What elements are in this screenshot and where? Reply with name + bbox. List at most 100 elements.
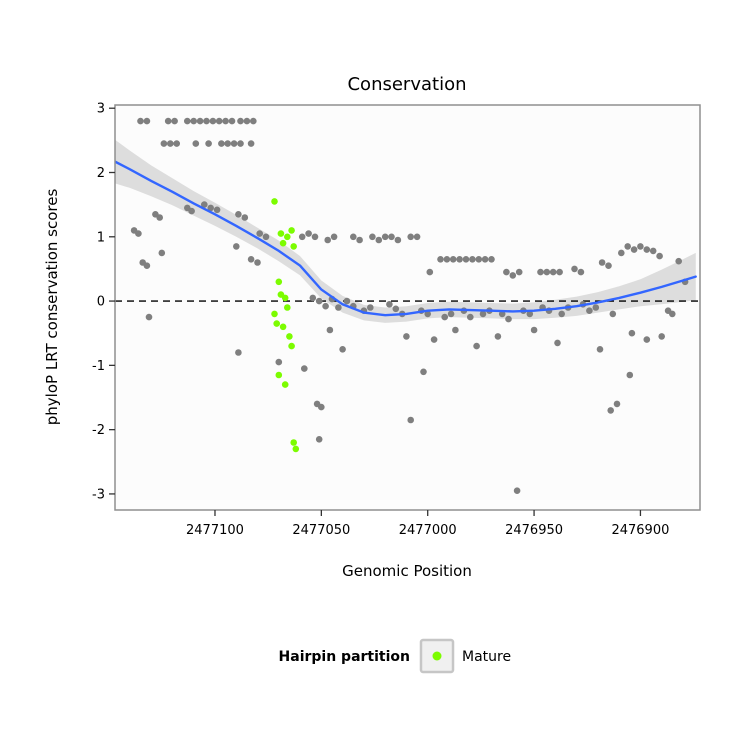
data-point bbox=[160, 140, 168, 147]
legend: Hairpin partition Mature bbox=[279, 638, 511, 674]
data-point bbox=[326, 326, 334, 334]
data-point bbox=[301, 365, 308, 372]
data-point bbox=[469, 255, 476, 263]
data-point bbox=[592, 304, 600, 311]
data-point bbox=[145, 313, 153, 321]
data-point bbox=[137, 117, 144, 125]
data-point bbox=[530, 326, 538, 334]
data-point bbox=[381, 233, 389, 241]
data-point bbox=[288, 227, 295, 234]
data-point bbox=[275, 371, 283, 379]
data-point bbox=[203, 117, 210, 125]
data-point bbox=[247, 255, 255, 263]
data-point bbox=[658, 333, 665, 340]
data-point bbox=[392, 305, 400, 313]
data-point bbox=[350, 233, 357, 241]
data-point bbox=[311, 233, 319, 241]
data-point bbox=[479, 310, 487, 318]
x-tick-label: 2477100 bbox=[186, 523, 244, 538]
data-point bbox=[205, 140, 212, 147]
smooth-trend-line bbox=[115, 160, 697, 317]
y-tick-label: -2 bbox=[92, 423, 105, 438]
data-point bbox=[335, 304, 342, 311]
data-point bbox=[143, 262, 151, 270]
data-point bbox=[243, 117, 251, 125]
data-point bbox=[613, 400, 621, 408]
y-tick-label: 3 bbox=[97, 102, 105, 117]
data-point bbox=[643, 336, 651, 343]
data-point bbox=[549, 268, 557, 276]
data-point bbox=[367, 304, 374, 311]
data-point bbox=[630, 246, 638, 253]
data-point bbox=[322, 302, 329, 310]
data-point bbox=[156, 214, 163, 221]
data-point bbox=[143, 117, 151, 125]
data-point bbox=[475, 255, 483, 263]
data-point bbox=[254, 259, 261, 266]
data-point bbox=[207, 204, 214, 212]
legend-title: Hairpin partition bbox=[279, 649, 410, 665]
panel-content bbox=[115, 117, 700, 495]
legend-mature-dot-icon bbox=[432, 651, 442, 661]
plot-panel bbox=[115, 105, 700, 510]
y-tick-label: 2 bbox=[97, 166, 105, 181]
data-point bbox=[218, 140, 225, 147]
data-point bbox=[171, 117, 178, 125]
data-point bbox=[675, 257, 682, 265]
data-point bbox=[256, 230, 264, 237]
data-point bbox=[513, 487, 521, 495]
data-point bbox=[281, 294, 289, 302]
data-point bbox=[403, 333, 410, 340]
x-tick-label: 2477000 bbox=[399, 523, 457, 538]
data-point bbox=[626, 371, 634, 379]
data-point bbox=[447, 310, 455, 318]
data-point bbox=[224, 140, 231, 147]
data-point bbox=[305, 230, 312, 237]
data-point bbox=[279, 323, 287, 331]
data-point bbox=[624, 243, 631, 250]
scatter-layer-mature bbox=[271, 198, 300, 453]
data-point bbox=[330, 233, 338, 241]
chart-layers: 2477100 2477050 2477000 2476950 2476900 3 2 1 0 -… bbox=[92, 102, 701, 538]
data-point bbox=[315, 297, 323, 305]
y-tick-label: 1 bbox=[97, 230, 105, 245]
data-point bbox=[237, 140, 244, 147]
data-point bbox=[284, 233, 291, 241]
panel-border bbox=[114, 104, 701, 511]
x-tick-label: 2477050 bbox=[292, 523, 350, 538]
scatter-layer-background bbox=[130, 117, 689, 495]
data-point bbox=[286, 333, 293, 340]
data-point bbox=[452, 326, 459, 334]
data-point bbox=[271, 198, 278, 205]
data-point bbox=[275, 358, 283, 366]
data-point bbox=[388, 233, 395, 241]
data-point bbox=[556, 268, 563, 276]
y-axis: 3 2 1 0 -1 -2 -3 bbox=[92, 102, 115, 502]
data-point bbox=[228, 117, 236, 125]
data-point bbox=[292, 445, 300, 453]
data-point bbox=[273, 320, 281, 327]
data-point bbox=[441, 313, 449, 321]
data-point bbox=[343, 297, 351, 305]
data-point bbox=[250, 117, 257, 125]
data-point bbox=[543, 268, 551, 276]
data-point bbox=[554, 339, 561, 347]
data-point bbox=[315, 436, 323, 443]
data-point bbox=[607, 407, 614, 414]
data-point bbox=[290, 439, 298, 446]
data-point bbox=[188, 207, 195, 215]
data-point bbox=[271, 310, 278, 318]
data-point bbox=[190, 117, 197, 125]
data-point bbox=[637, 243, 644, 250]
data-point bbox=[339, 346, 346, 353]
data-point bbox=[215, 117, 223, 125]
data-point bbox=[237, 117, 244, 125]
data-point bbox=[309, 294, 317, 302]
data-point bbox=[275, 278, 283, 286]
data-point bbox=[669, 310, 676, 318]
data-point bbox=[537, 268, 544, 276]
data-point bbox=[628, 329, 636, 337]
data-point bbox=[356, 236, 363, 244]
